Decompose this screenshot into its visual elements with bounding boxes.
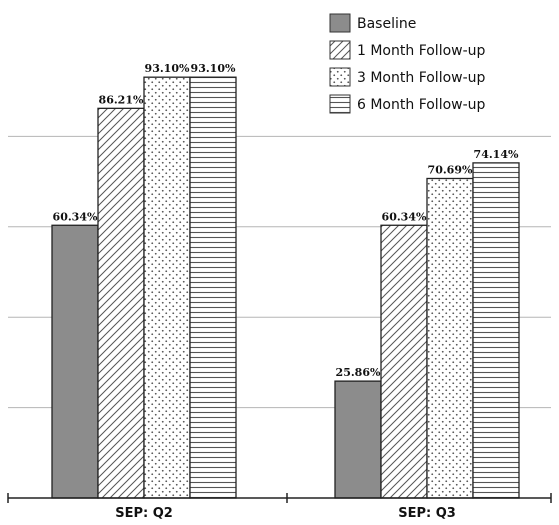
bar-3-month-follow-up-sep-q2 xyxy=(144,77,190,498)
bar-1-month-follow-up-sep-q3 xyxy=(381,225,427,498)
legend-swatch-baseline xyxy=(330,14,350,32)
legend-swatch-6-month-follow-up xyxy=(330,95,350,113)
bar-baseline-sep-q2 xyxy=(52,225,98,498)
legend: Baseline 1 Month Follow-up 3 Month Follow-… xyxy=(330,14,486,113)
legend-label: 6 Month Follow-up xyxy=(357,97,486,113)
x-tick-label: SEP: Q3 xyxy=(398,506,456,521)
data-label: 60.34% xyxy=(382,210,427,223)
legend-label: Baseline xyxy=(357,16,416,32)
bar-1-month-follow-up-sep-q2 xyxy=(98,108,144,498)
data-label: 86.21% xyxy=(99,93,144,106)
bar-6-month-follow-up-sep-q2 xyxy=(190,77,236,498)
bar-6-month-follow-up-sep-q3 xyxy=(473,163,519,498)
data-label: 25.86% xyxy=(336,366,381,379)
legend-swatch-1-month-follow-up xyxy=(330,41,350,59)
data-label: 93.10% xyxy=(191,62,236,75)
data-label: 70.69% xyxy=(428,163,473,176)
legend-label: 1 Month Follow-up xyxy=(357,43,486,59)
legend-label: 3 Month Follow-up xyxy=(357,70,486,86)
legend-swatch-3-month-follow-up xyxy=(330,68,350,86)
data-label: 74.14% xyxy=(474,148,519,161)
data-label: 60.34% xyxy=(53,210,98,223)
data-label: 93.10% xyxy=(145,62,190,75)
bars xyxy=(52,77,519,498)
x-tick-label: SEP: Q2 xyxy=(115,506,173,521)
bar-3-month-follow-up-sep-q3 xyxy=(427,178,473,498)
bar-baseline-sep-q3 xyxy=(335,381,381,498)
